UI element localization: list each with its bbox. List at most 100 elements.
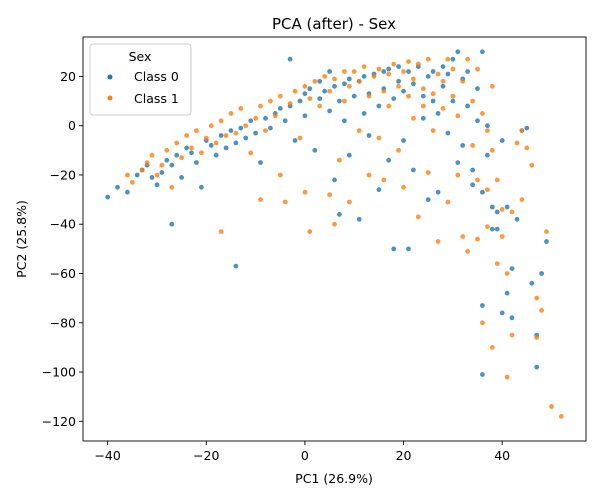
y-tick-label: 20 [60,69,76,84]
point-class-0-77 [406,246,411,252]
point-class-0-112 [489,226,495,232]
point-class-0-97 [455,49,461,55]
point-class-0-29 [253,130,258,136]
point-class-0-22 [223,145,229,151]
legend-label-class-0: Class 0 [134,69,179,84]
point-class-1-76 [415,214,421,220]
point-class-1-67 [391,61,397,67]
point-class-1-1 [129,179,135,185]
point-class-0-55 [346,76,352,82]
point-class-0-26 [238,125,244,131]
point-class-1-39 [302,189,308,195]
point-class-0-109 [480,372,485,377]
point-class-1-90 [450,93,456,99]
point-class-0-15 [189,150,194,156]
point-class-0-56 [346,152,352,158]
point-class-0-102 [470,167,475,173]
point-class-0-43 [312,147,318,153]
point-class-0-13 [179,175,185,180]
y-tick-label: 0 [68,118,76,133]
point-class-0-90 [440,83,446,89]
point-class-0-89 [435,189,441,195]
point-class-0-114 [494,209,500,215]
point-class-0-49 [332,177,337,183]
point-class-1-70 [401,69,406,74]
legend-marker-class-1 [107,95,113,101]
point-class-1-85 [435,239,441,244]
y-tick-label: −20 [50,167,76,182]
point-class-1-32 [277,172,283,178]
point-class-0-12 [174,152,180,158]
point-class-0-62 [366,133,372,138]
point-class-1-7 [164,147,170,153]
point-class-1-118 [534,295,540,301]
y-tick-label: −60 [50,266,76,281]
point-class-1-87 [440,106,446,111]
point-class-1-114 [519,128,525,134]
point-class-0-111 [485,123,490,129]
point-class-1-49 [337,157,342,163]
point-class-0-11 [169,162,175,168]
point-class-0-91 [440,64,446,69]
point-class-1-13 [194,128,199,134]
point-class-1-84 [435,71,441,77]
point-class-0-106 [480,189,485,195]
point-class-1-63 [381,88,387,94]
point-class-1-12 [189,145,194,151]
point-class-1-45 [327,192,332,198]
plot-frame [82,36,587,442]
point-class-0-10 [169,221,175,227]
point-class-1-53 [346,83,352,89]
point-class-1-4 [149,152,155,158]
point-class-1-9 [174,140,180,146]
y-axis-label: PC2 (25.8%) [14,200,29,278]
point-class-1-78 [420,103,426,109]
point-class-1-10 [179,155,185,161]
point-class-1-42 [312,78,318,84]
point-class-1-34 [282,199,288,205]
point-class-0-1 [115,184,120,190]
point-class-1-46 [327,88,332,94]
point-class-1-59 [366,93,372,99]
point-class-1-81 [425,56,431,62]
point-class-1-0 [125,172,130,178]
point-class-0-52 [337,98,342,104]
point-class-0-40 [302,91,308,97]
point-class-0-83 [420,93,426,99]
point-class-1-103 [485,187,490,193]
point-class-1-116 [529,162,535,168]
point-class-1-26 [253,115,258,121]
point-class-1-69 [396,83,401,89]
point-class-0-61 [361,74,367,79]
point-class-1-52 [346,199,352,205]
point-class-0-8 [159,170,165,175]
chart-title: PCA (after) - Sex [272,15,396,33]
point-class-0-69 [386,157,392,163]
point-class-1-109 [499,234,505,239]
point-class-0-76 [401,88,406,94]
point-class-0-3 [134,172,140,178]
point-class-1-73 [406,59,411,64]
point-class-0-47 [327,108,332,114]
point-class-0-128 [544,239,549,244]
point-class-0-48 [327,69,332,74]
point-class-0-121 [509,315,515,321]
point-class-1-83 [430,128,436,134]
point-class-0-99 [460,143,466,148]
point-class-1-15 [203,135,209,141]
point-class-0-14 [184,145,190,151]
point-class-1-44 [322,74,327,79]
y-tick-label: −120 [42,414,76,429]
point-class-0-126 [534,364,540,370]
point-class-1-107 [494,177,500,183]
point-class-1-28 [258,103,263,109]
point-class-0-120 [509,266,515,271]
point-class-1-74 [411,115,416,121]
point-class-1-64 [381,177,387,183]
point-class-0-110 [485,152,490,158]
point-class-0-44 [317,96,323,101]
point-class-1-105 [489,345,495,350]
point-class-1-104 [485,128,490,134]
point-class-1-35 [287,101,293,106]
